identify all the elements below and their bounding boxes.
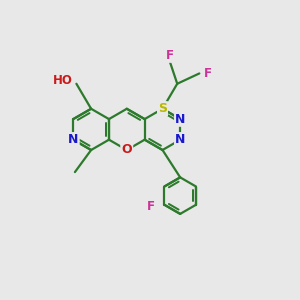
Text: N: N: [175, 133, 185, 146]
Text: F: F: [147, 200, 155, 213]
Text: O: O: [122, 143, 132, 157]
Text: N: N: [175, 112, 185, 126]
Text: N: N: [68, 133, 78, 146]
Text: N: N: [68, 133, 78, 146]
Text: F: F: [166, 49, 174, 62]
Text: F: F: [204, 67, 212, 80]
Text: O: O: [122, 143, 132, 157]
Text: HO: HO: [53, 74, 73, 87]
Text: F: F: [204, 67, 212, 80]
Text: N: N: [175, 133, 185, 146]
Text: N: N: [175, 112, 185, 126]
Text: HO: HO: [53, 74, 73, 87]
Text: F: F: [147, 200, 155, 213]
Text: S: S: [158, 102, 167, 115]
Text: F: F: [166, 49, 174, 62]
Text: S: S: [158, 102, 167, 115]
